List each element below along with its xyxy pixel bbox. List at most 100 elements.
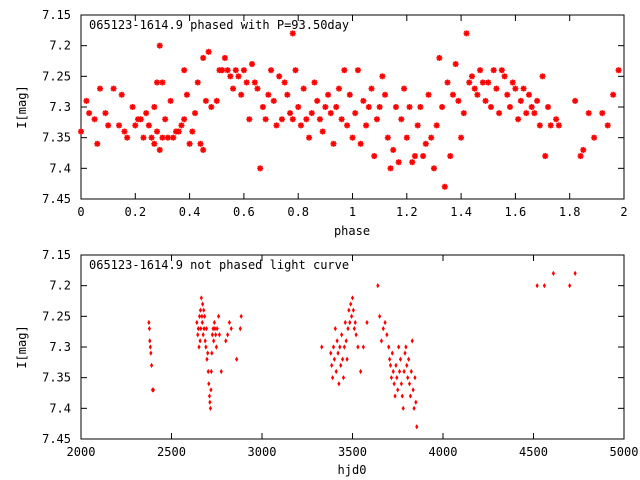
data-point [394,362,398,368]
y-tick-label: 7.25 [42,69,71,83]
data-point [337,381,341,387]
data-point [359,368,363,375]
data-point [208,405,213,411]
data-point [149,350,153,356]
data-point [197,344,201,350]
y-tick-label: 7.3 [49,100,71,114]
data-point [332,356,336,362]
data-point [468,73,475,80]
data-point [181,67,188,74]
data-point [314,97,321,104]
data-point [206,368,210,375]
x-tick-label: 0 [77,205,84,219]
data-point [105,122,112,129]
data-point [342,344,346,350]
data-point [544,104,551,110]
top-plot-title: 065123-1614.9 phased with P=93.50day [89,18,349,32]
data-point [428,134,435,141]
y-tick-label: 7.45 [42,432,71,446]
data-point [341,67,348,74]
y-tick-label: 7.2 [49,39,71,53]
bottom-data-points [147,270,577,430]
data-point [149,362,154,368]
data-point [333,326,337,332]
data-point [229,326,233,332]
y-tick-label: 7.2 [49,279,71,293]
data-point [340,332,344,338]
data-point [347,307,351,313]
data-point [325,91,332,98]
data-point [406,104,413,110]
data-point [330,362,334,368]
data-point [412,405,416,411]
data-point [568,283,572,289]
x-tick-label: 1 [349,205,356,219]
data-point [395,159,402,166]
data-point [414,399,418,405]
data-point [210,332,215,338]
data-point [178,122,185,129]
data-point [265,91,272,98]
data-point [159,134,166,141]
x-tick-label: 0.6 [233,205,255,219]
bottom-plot-frame [80,254,625,440]
data-point [86,110,93,117]
data-point [208,399,212,405]
y-tick-label: 7.4 [49,161,71,175]
data-point [439,104,446,110]
data-point [414,122,421,129]
data-point [413,375,417,381]
data-point [175,128,182,135]
data-point [164,134,171,141]
data-point [289,30,296,37]
data-point [381,326,385,332]
y-tick-label: 7.15 [42,8,71,22]
data-point [91,116,98,123]
y-tick-label: 7.35 [42,371,71,385]
data-point [536,122,543,129]
data-point [239,313,243,319]
data-point [259,104,266,110]
data-point [186,140,193,147]
data-point [232,67,239,74]
data-point [482,97,489,104]
data-point [198,307,203,313]
data-point [205,356,209,362]
data-point [230,85,237,92]
data-point [441,183,448,190]
data-point [156,146,163,153]
data-point [515,116,522,123]
data-point [398,116,405,123]
data-point [354,332,358,338]
data-point [97,85,104,92]
data-point [200,146,207,153]
data-point [407,381,412,387]
data-point [227,73,234,80]
data-point [200,54,207,61]
data-point [201,301,205,307]
data-point [509,79,516,86]
data-point [289,116,296,123]
data-point [167,97,174,104]
bottom-axis-ticks: 2000 2500 3000 3500 4000 4500 5000 7.15 7.2 7.25 7… [42,248,638,459]
data-point [455,97,462,104]
data-point [203,313,207,319]
data-point [199,295,203,301]
data-point [154,128,161,135]
data-point [365,104,372,110]
data-point [408,393,413,399]
data-point [460,110,467,117]
data-point [352,326,356,332]
data-point [349,313,354,319]
data-point [268,67,275,74]
data-point [411,153,418,160]
data-point [517,97,524,104]
data-point [145,122,152,129]
data-point [523,110,530,117]
data-point [415,424,419,430]
data-point [204,326,209,332]
data-point [531,110,538,117]
x-tick-label: 0.8 [287,205,309,219]
data-point [214,332,218,338]
data-point [83,97,90,104]
